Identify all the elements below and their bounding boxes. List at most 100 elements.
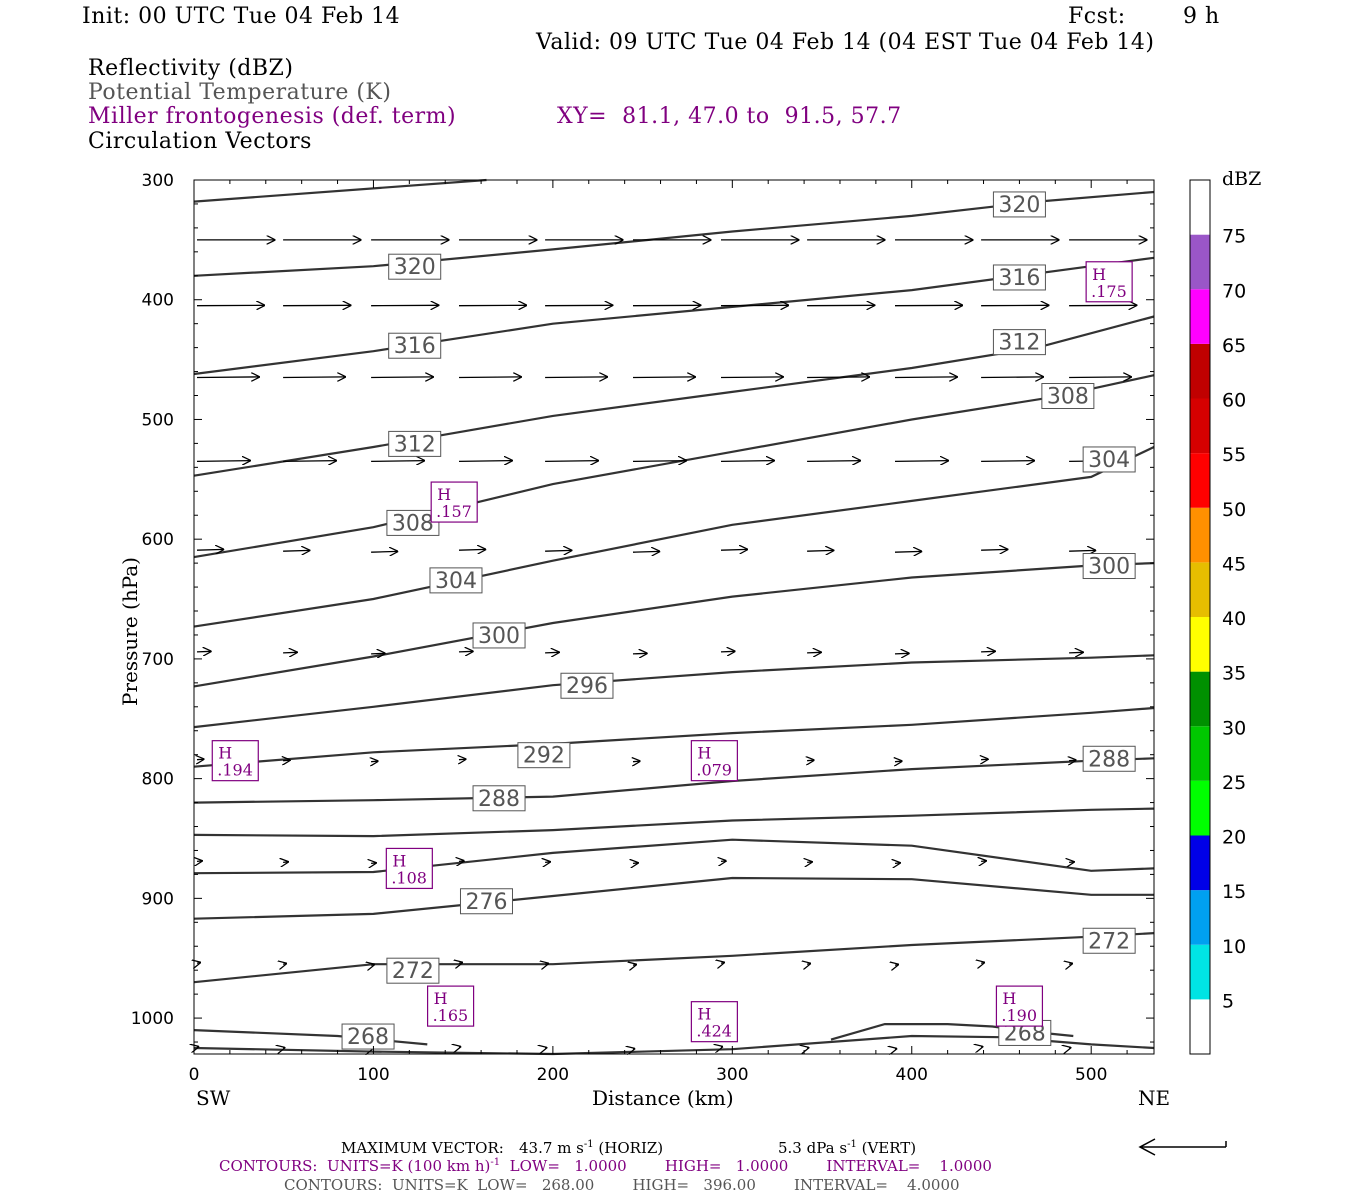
circulation-vector xyxy=(283,963,287,964)
endpoint-right: NE xyxy=(1138,1086,1171,1110)
circulation-vector xyxy=(895,964,899,965)
circulation-vector xyxy=(459,962,463,963)
frontogenesis-max-box xyxy=(430,481,478,523)
circulation-vector xyxy=(196,461,251,462)
circulation-vector xyxy=(545,377,608,378)
circulation-vector xyxy=(371,863,376,864)
isentrope-label: 320 xyxy=(998,193,1040,218)
circulation-vector xyxy=(371,653,385,654)
circulation-vector xyxy=(196,549,224,550)
isentrope-label-box xyxy=(341,1023,395,1050)
circulation-vector xyxy=(371,551,398,552)
circulation-vector xyxy=(633,863,638,864)
frontogenesis-max-box xyxy=(385,847,433,890)
isentrope-label: 272 xyxy=(392,959,434,984)
isentrope-label-box xyxy=(388,332,442,359)
circulation-vector xyxy=(807,377,870,378)
isentrope-label: 304 xyxy=(435,569,477,594)
contours-theta: CONTOURS: UNITS=K LOW= 268.00 HIGH= 396.… xyxy=(284,1176,960,1194)
circulation-vector xyxy=(632,551,660,552)
isentrope-label: 308 xyxy=(392,511,434,536)
isentrope-label: 296 xyxy=(566,674,608,699)
colorbar-segment xyxy=(1190,944,1210,1000)
frontogenesis-max-h: H xyxy=(1002,989,1016,1008)
isentrope-label: 320 xyxy=(394,255,436,280)
circulation-vector xyxy=(720,549,748,550)
colorbar-tick-label: 45 xyxy=(1222,553,1246,575)
isentrope-264-k xyxy=(193,1034,1155,1056)
circulation-vector xyxy=(894,377,958,378)
colorbar-segment xyxy=(1190,562,1210,617)
isentrope-label-box xyxy=(1082,446,1136,473)
isentrope-label: 300 xyxy=(478,624,520,649)
y-tick-label: 600 xyxy=(142,530,174,550)
frontogenesis-max-h: H xyxy=(437,485,451,504)
circulation-vector xyxy=(807,862,812,863)
isentrope-label-box xyxy=(560,672,614,699)
isentrope-label: 288 xyxy=(478,787,520,812)
frontogenesis-max-h: H xyxy=(218,744,232,763)
circulation-vector xyxy=(459,861,464,862)
circulation-vector xyxy=(981,461,1035,462)
circulation-vector xyxy=(807,550,834,551)
y-tick-label: 700 xyxy=(142,650,174,670)
circulation-vector xyxy=(371,377,433,378)
circulation-vector xyxy=(371,461,425,462)
forecast-label: Fcst: xyxy=(1068,4,1126,29)
circulation-vector xyxy=(1069,652,1083,653)
isentrope-label: 268 xyxy=(347,1025,389,1050)
colorbar-tick-label: 60 xyxy=(1222,390,1246,412)
colorbar-tick-label: 25 xyxy=(1222,772,1246,794)
isentrope-label-box xyxy=(459,888,513,915)
circulation-vector xyxy=(197,759,204,760)
colorbar-segment xyxy=(1190,780,1210,836)
colorbar-tick-label: 10 xyxy=(1222,936,1246,958)
reference-vector xyxy=(1138,1138,1227,1156)
cross-section-endpoints: XY= 81.1, 47.0 to 91.5, 57.7 xyxy=(557,104,902,129)
valid-time: Valid: 09 UTC Tue 04 Feb 14 (04 EST Tue … xyxy=(536,30,1155,55)
circulation-vector xyxy=(458,461,513,462)
circulation-vector xyxy=(458,651,473,652)
isentrope-308-k xyxy=(193,374,1155,559)
circulation-vector xyxy=(197,861,202,862)
x-tick-label: 200 xyxy=(537,1065,569,1085)
y-axis-title: Pressure (hPa) xyxy=(118,557,142,706)
isentrope-label-box xyxy=(472,785,526,812)
colorbar-tick-label: 5 xyxy=(1222,990,1234,1012)
isentrope-label: 312 xyxy=(394,432,436,457)
field-reflectivity: Reflectivity (dBZ) xyxy=(88,56,294,81)
colorbar-tick-label: 20 xyxy=(1222,827,1246,849)
isentrope-label-box xyxy=(1082,745,1136,772)
circulation-vector xyxy=(1069,963,1073,964)
frontogenesis-max-value: .108 xyxy=(391,868,427,887)
frontogenesis-max-h: H xyxy=(434,989,448,1008)
circulation-vector xyxy=(1069,862,1074,863)
isentrope-label-box xyxy=(388,253,442,280)
colorbar-segment xyxy=(1190,180,1210,235)
colorbar-tick-label: 15 xyxy=(1222,881,1246,903)
circulation-vector xyxy=(721,962,725,963)
circulation-vector xyxy=(633,964,637,965)
colorbar-tick-label: 50 xyxy=(1222,499,1246,521)
y-tick-label: 400 xyxy=(142,291,174,311)
isentrope-276-k xyxy=(193,876,1154,920)
isentrope-label: 272 xyxy=(1088,929,1130,954)
colorbar-segment xyxy=(1190,726,1210,781)
x-tick-label: 300 xyxy=(716,1065,748,1085)
frontogenesis-max-value: .194 xyxy=(217,761,253,780)
isentrope-label-box xyxy=(1082,553,1136,580)
init-time: Init: 00 UTC Tue 04 Feb 14 xyxy=(82,4,401,29)
isentrope-296-k xyxy=(193,654,1155,729)
colorbar-segment xyxy=(1190,835,1210,891)
frontogenesis-max-value: .157 xyxy=(436,502,472,521)
isentrope-label: 308 xyxy=(1047,385,1089,410)
max-vector-label: MAXIMUM VECTOR: xyxy=(341,1139,504,1157)
circulation-vector xyxy=(895,863,900,864)
colorbar-frame xyxy=(1189,179,1211,1055)
circulation-vector xyxy=(807,760,814,761)
circulation-vector xyxy=(1069,377,1131,378)
circulation-vector xyxy=(807,461,861,462)
isentrope-280-k xyxy=(193,838,1155,875)
colorbar-tick-label: 65 xyxy=(1222,335,1246,357)
